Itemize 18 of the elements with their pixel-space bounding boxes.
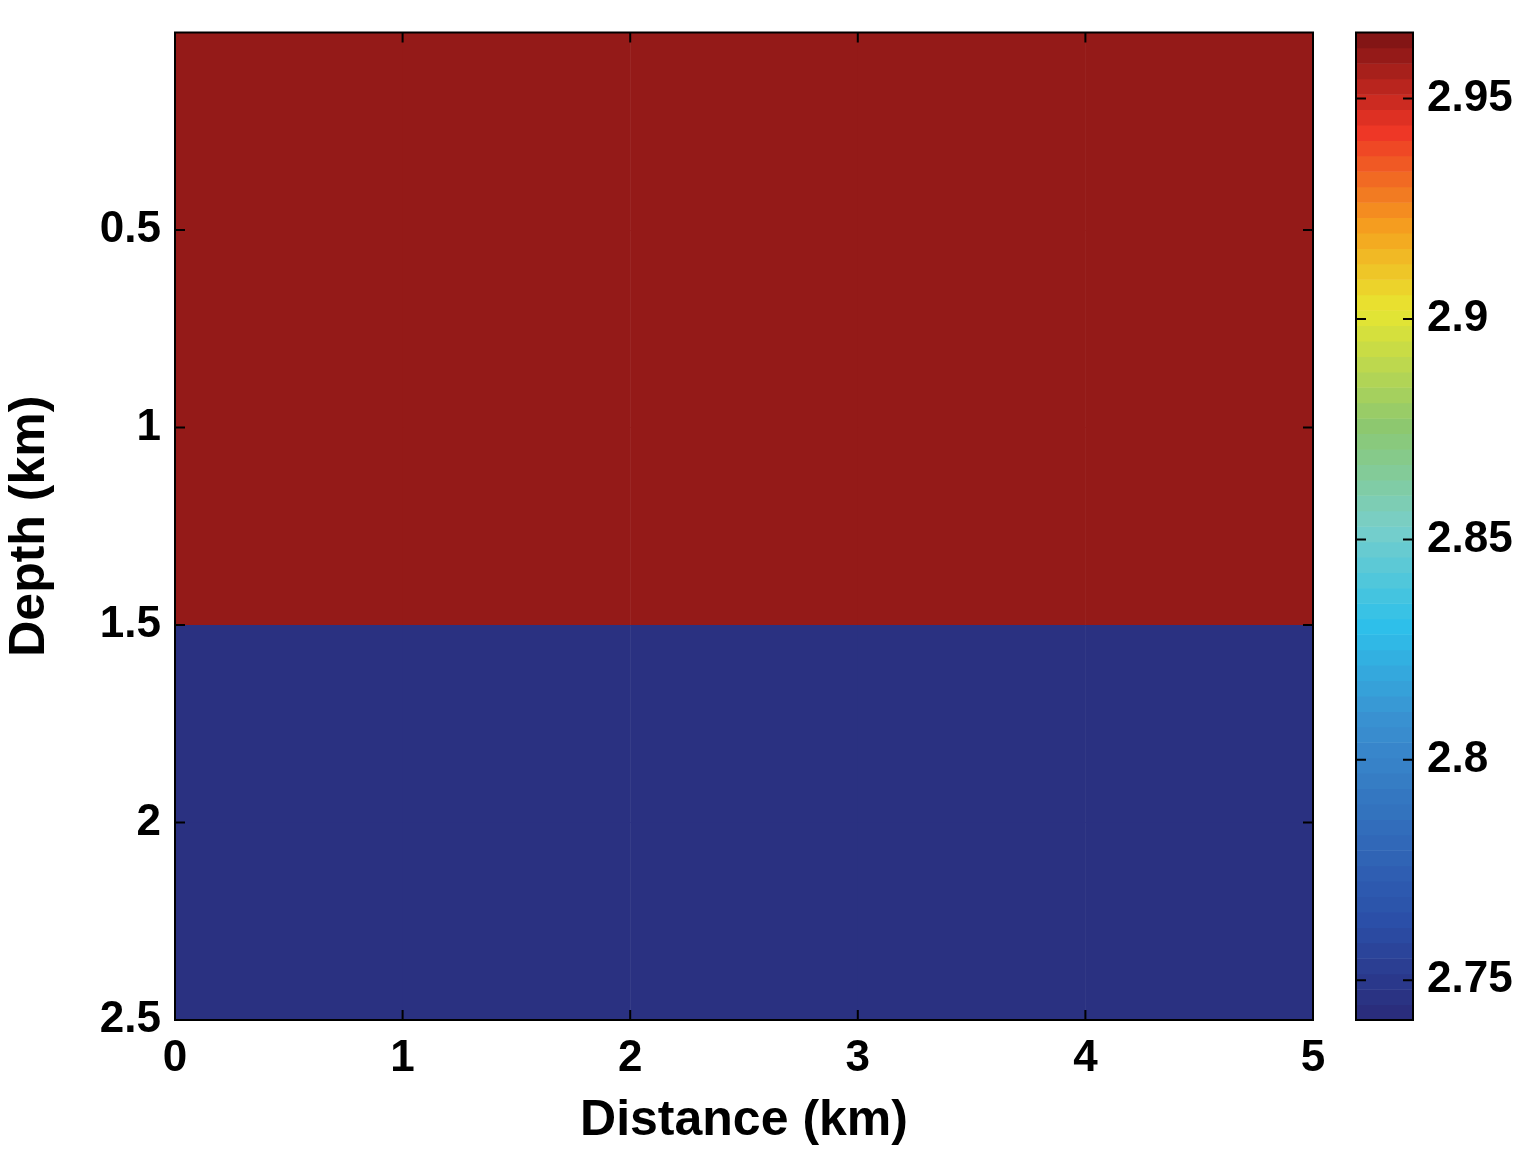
- y-tick-label: 1.5: [99, 597, 161, 647]
- y-tick-label: 2: [136, 794, 161, 844]
- color-bar-label: 2.95: [1427, 70, 1513, 120]
- x-tick-label: 3: [845, 1030, 871, 1080]
- x-tick-label: 1: [390, 1030, 415, 1080]
- color-bar-label: 2.75: [1427, 952, 1513, 1002]
- y-tick-label: 1: [136, 399, 161, 449]
- x-tick-label: 0: [162, 1030, 188, 1080]
- color-bar-label: 2.9: [1427, 291, 1489, 341]
- x-tick-label: 5: [1300, 1030, 1326, 1080]
- x-tick-label: 4: [1073, 1030, 1099, 1080]
- y-tick-label: 2.5: [99, 992, 161, 1042]
- color-bar-label: 2.85: [1427, 511, 1513, 561]
- color-bar-label: 2.8: [1427, 732, 1489, 782]
- x-tick-label: 2: [617, 1030, 643, 1080]
- x-axis-title: Distance (km): [580, 1089, 908, 1146]
- y-axis-title: Depth (km): [0, 395, 55, 657]
- y-tick-label: 0.5: [99, 202, 161, 252]
